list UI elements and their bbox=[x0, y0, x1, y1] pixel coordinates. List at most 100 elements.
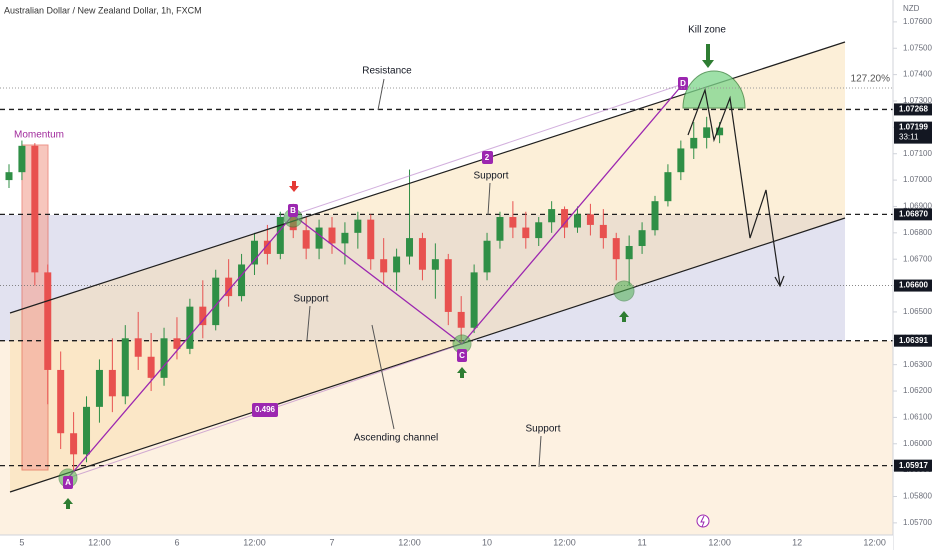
pointer bbox=[538, 435, 542, 468]
candle-body bbox=[70, 433, 78, 455]
candle-body bbox=[418, 238, 426, 270]
event-icon bbox=[696, 514, 710, 528]
candle-body bbox=[690, 137, 698, 149]
candle-body bbox=[444, 259, 452, 312]
level-box bbox=[894, 279, 932, 292]
candle-body bbox=[483, 240, 491, 273]
candle-body bbox=[147, 356, 155, 378]
y-tick-label: 1.06500 bbox=[903, 307, 932, 316]
candle-body bbox=[57, 369, 65, 434]
candle-body bbox=[95, 369, 103, 407]
price-axis bbox=[893, 0, 932, 550]
y-tick-label: 1.07600 bbox=[903, 17, 932, 26]
candle-body bbox=[354, 219, 362, 233]
x-tick-label: 12:00 bbox=[243, 537, 266, 547]
down-arrow bbox=[289, 181, 299, 192]
time-axis bbox=[0, 535, 893, 550]
event-bolt bbox=[700, 515, 705, 528]
candle-body bbox=[44, 272, 52, 370]
y-tick-label: 1.06200 bbox=[903, 386, 932, 395]
level-box bbox=[894, 459, 932, 472]
candle-body bbox=[496, 217, 504, 241]
candle-body bbox=[625, 246, 633, 260]
up-arrow bbox=[457, 367, 467, 378]
candle-body bbox=[263, 240, 271, 254]
level-label: 1.06391 bbox=[899, 336, 928, 345]
point-label: C bbox=[459, 351, 465, 360]
channel-label: Ascending channel bbox=[354, 433, 439, 444]
pointer bbox=[371, 324, 395, 430]
candle-body bbox=[573, 214, 581, 228]
currency-label: NZD bbox=[903, 4, 920, 13]
candle-body bbox=[638, 230, 646, 247]
level-box bbox=[894, 208, 932, 221]
candle-body bbox=[250, 240, 258, 265]
point-box bbox=[457, 349, 467, 362]
levels bbox=[0, 108, 893, 467]
kill-zone-label: Kill zone bbox=[688, 25, 726, 36]
point-box bbox=[288, 204, 298, 217]
candle-body bbox=[406, 238, 414, 257]
x-tick-label: 5 bbox=[19, 537, 24, 547]
x-tick-label: 12:00 bbox=[88, 537, 111, 547]
fib-label: 127.20% bbox=[851, 74, 891, 85]
candle-body bbox=[470, 272, 478, 328]
pointer bbox=[306, 305, 311, 341]
candle-body bbox=[522, 227, 530, 239]
y-tick-label: 1.06700 bbox=[903, 254, 932, 263]
candle-body bbox=[302, 230, 310, 249]
pointer bbox=[487, 182, 491, 216]
candle-body bbox=[315, 227, 323, 249]
momentum-label: Momentum bbox=[14, 130, 64, 141]
y-tick-label: 1.07300 bbox=[903, 96, 932, 105]
x-tick-label: 12:00 bbox=[398, 537, 421, 547]
x-tick-label: 10 bbox=[482, 537, 492, 547]
point-label: B bbox=[290, 206, 296, 215]
y-tick-label: 1.07100 bbox=[903, 149, 932, 158]
y-tick-label: 1.05800 bbox=[903, 492, 932, 501]
candle-body bbox=[586, 214, 594, 225]
candle-body bbox=[31, 145, 39, 273]
x-tick-label: 12:00 bbox=[708, 537, 731, 547]
support-label: Support bbox=[473, 171, 508, 182]
pivot bbox=[613, 280, 635, 302]
candle-body bbox=[677, 148, 685, 173]
channel-fill bbox=[10, 42, 845, 492]
level-label: 1.06870 bbox=[899, 209, 928, 218]
candle-body bbox=[457, 311, 465, 328]
chart-title: Australian Dollar / New Zealand Dollar, … bbox=[4, 5, 202, 15]
candle-body bbox=[367, 219, 375, 260]
y-tick-label: 1.07400 bbox=[903, 70, 932, 79]
y-tick-label: 1.06900 bbox=[903, 202, 932, 211]
point-box bbox=[678, 77, 688, 90]
candle-body bbox=[108, 369, 116, 397]
candle-body bbox=[431, 259, 439, 270]
candle-body bbox=[341, 232, 349, 244]
up-arrow bbox=[63, 498, 73, 509]
candle-body bbox=[328, 227, 336, 244]
candle-body bbox=[199, 306, 207, 326]
x-tick-label: 12 bbox=[792, 537, 802, 547]
x-tick-label: 7 bbox=[329, 537, 334, 547]
candle-body bbox=[509, 217, 517, 228]
projection-head bbox=[774, 275, 785, 288]
candle-body bbox=[160, 338, 168, 378]
y-tick-label: 1.05700 bbox=[903, 518, 932, 527]
support-label: Support bbox=[525, 424, 560, 435]
y-tick-label: 1.06000 bbox=[903, 439, 932, 448]
resistance-label: Resistance bbox=[362, 66, 412, 77]
y-tick-label: 1.06800 bbox=[903, 228, 932, 237]
candle-body bbox=[716, 127, 724, 136]
channel-bottom bbox=[9, 217, 846, 493]
point-label: A bbox=[65, 478, 71, 487]
kill-zone-shape bbox=[682, 70, 746, 109]
candle-body bbox=[703, 127, 711, 138]
level-label: 1.06600 bbox=[899, 281, 928, 290]
projection bbox=[687, 87, 781, 286]
candle-body bbox=[18, 145, 26, 173]
x-tick-label: 11 bbox=[637, 537, 646, 547]
x-tick-label: 12:00 bbox=[553, 537, 576, 547]
up-arrow bbox=[619, 311, 629, 322]
